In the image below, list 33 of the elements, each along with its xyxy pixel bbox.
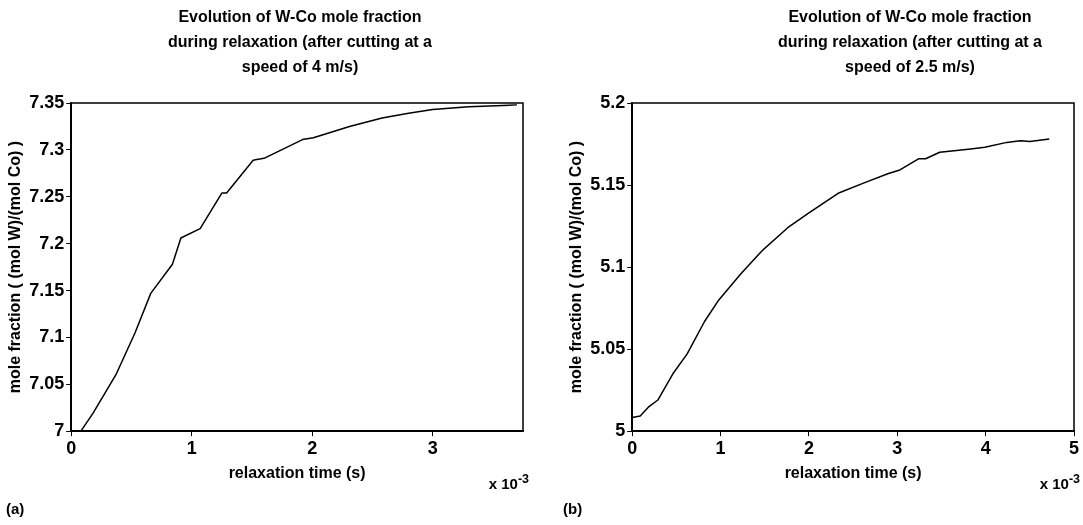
x-tick-label: 1 [186,437,197,458]
y-axis-title: mole fraction ( (mol W)/(mol Co) ) [6,140,24,394]
x-tick-label: 2 [307,437,318,458]
chart-title: Evolution of W-Co mole fraction during relaxation (after cutting at a speed of 2.5 m/s) [777,7,1043,77]
x-tick-label: 4 [980,437,991,458]
y-tick-label: 5 [615,420,626,441]
x-tick-label: 3 [427,437,438,458]
y-tick-label: 7.2 [39,232,65,253]
y-tick-label: 7.25 [29,185,65,206]
x-tick-label: 5 [1068,437,1080,458]
text: (b) [563,500,583,517]
x-axis-title: relaxation time (s) [784,463,922,481]
y-tick-label: 5.2 [600,91,626,112]
y-tick-label: 7.1 [39,326,65,347]
y-tick-label: 5.05 [590,338,626,359]
x-tick-label: 2 [803,437,814,458]
x-axis-title: relaxation time (s) [228,463,366,481]
text: (a) [6,500,25,517]
y-tick-label: 7 [54,420,65,441]
x-tick-label: 0 [627,437,638,458]
y-tick-label: 5.15 [590,174,626,195]
x-tick-label: 1 [715,437,726,458]
y-tick-label: 7.15 [29,279,65,300]
y-tick-label: 7.05 [29,373,65,394]
y-tick-label: 5.1 [600,256,626,277]
text: x 10$^{-3}$ [488,472,529,492]
x-tick-label: 3 [892,437,903,458]
y-tick-label: 7.35 [29,91,65,112]
text: x 10$^{-3}$ [1039,472,1080,492]
chart-title: Evolution of W-Co mole fraction during relaxation (after cutting at a speed of 4 m/s) [167,7,433,77]
y-axis-title: mole fraction ( (mol W)/(mol Co) ) [567,140,585,394]
y-tick-label: 7.3 [39,138,65,159]
x-tick-label: 0 [66,437,77,458]
